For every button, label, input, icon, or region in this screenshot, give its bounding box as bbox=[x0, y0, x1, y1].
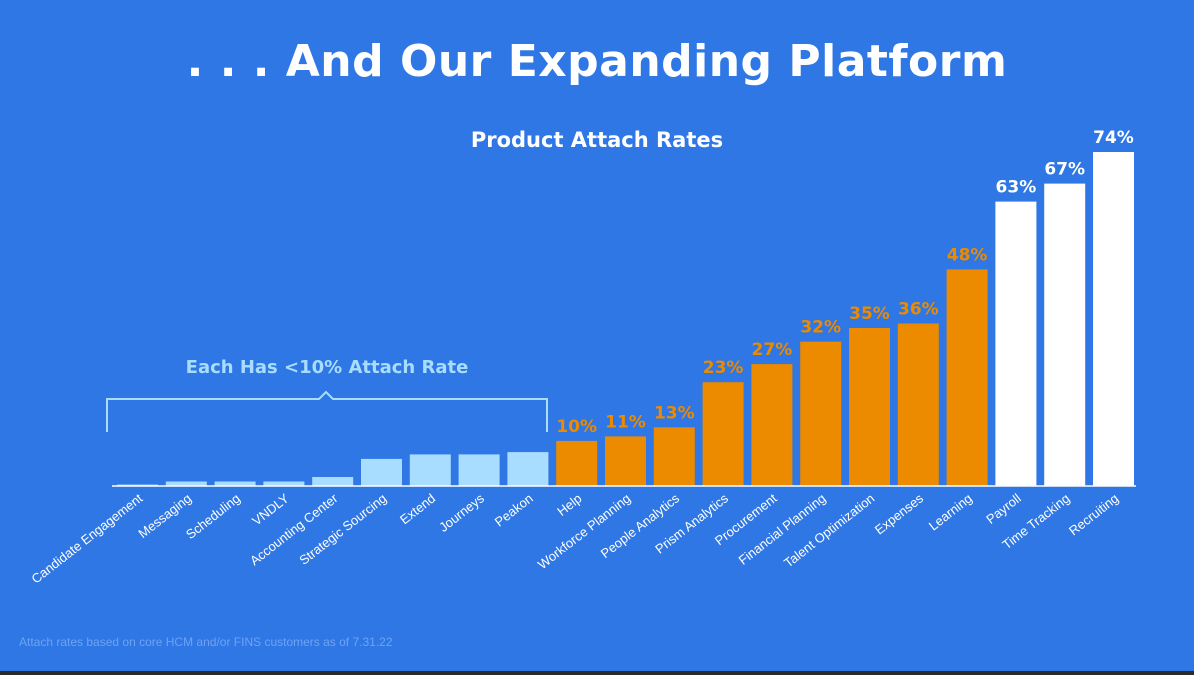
category-label-recruiting: Recruiting bbox=[1066, 491, 1121, 539]
data-label-recruiting: 74% bbox=[1093, 128, 1134, 148]
slide-title: . . . And Our Expanding Platform bbox=[186, 36, 1008, 87]
bar-journeys bbox=[458, 454, 500, 486]
data-label-workforce-planning: 11% bbox=[605, 412, 646, 432]
bar-vndly bbox=[263, 481, 305, 486]
bar-recruiting bbox=[1093, 152, 1134, 486]
category-label-strategic-sourcing: Strategic Sourcing bbox=[296, 491, 389, 568]
category-label-expenses: Expenses bbox=[872, 490, 927, 537]
bracket-annotation bbox=[106, 390, 548, 432]
category-label-scheduling: Scheduling bbox=[183, 491, 243, 542]
bar-scheduling bbox=[214, 481, 256, 486]
data-label-learning: 48% bbox=[947, 245, 988, 265]
category-label-vndly: VNDLY bbox=[249, 490, 292, 528]
data-label-talent-optimization: 35% bbox=[849, 304, 890, 324]
data-label-payroll: 63% bbox=[996, 178, 1037, 198]
bar-prism-analytics bbox=[702, 382, 744, 486]
bar-peakon bbox=[507, 452, 549, 486]
bar-workforce-planning bbox=[605, 436, 646, 486]
data-label-time-tracking: 67% bbox=[1044, 160, 1085, 180]
bar-accounting-center bbox=[312, 477, 354, 486]
data-label-prism-analytics: 23% bbox=[703, 358, 744, 378]
bar-time-tracking bbox=[1044, 183, 1086, 486]
bar-messaging bbox=[165, 481, 207, 486]
category-label-financial-planning: Financial Planning bbox=[736, 491, 829, 568]
bar-procurement bbox=[751, 364, 793, 486]
bar-people-analytics bbox=[653, 427, 695, 486]
bottom-strip bbox=[0, 671, 1194, 675]
data-label-expenses: 36% bbox=[898, 300, 939, 320]
category-label-accounting-center: Accounting Center bbox=[247, 490, 341, 568]
bars-layer bbox=[117, 152, 1134, 486]
bar-help bbox=[556, 440, 598, 486]
bracket-annotation-label: Each Has <10% Attach Rate bbox=[185, 357, 469, 378]
bar-expenses bbox=[897, 323, 939, 486]
data-label-people-analytics: 13% bbox=[654, 403, 695, 423]
data-label-help: 10% bbox=[556, 417, 597, 437]
category-label-learning: Learning bbox=[926, 491, 975, 534]
bar-financial-planning bbox=[800, 341, 842, 486]
bar-talent-optimization bbox=[849, 328, 890, 486]
data-labels-layer: 10% 11% 13% 23% 27% 32% 35% 36% 48% 63% 67% 74% bbox=[556, 128, 1134, 437]
category-label-help: Help bbox=[554, 491, 584, 519]
bar-learning bbox=[946, 269, 988, 486]
bar-payroll bbox=[995, 201, 1037, 486]
bar-extend bbox=[409, 454, 451, 486]
category-label-workforce-planning: Workforce Planning bbox=[535, 491, 633, 573]
data-label-financial-planning: 32% bbox=[800, 318, 841, 338]
category-label-talent-optimization: Talent Optimization bbox=[781, 491, 877, 571]
category-label-extend: Extend bbox=[397, 491, 438, 528]
category-label-peakon: Peakon bbox=[492, 491, 536, 530]
chart-title: Product Attach Rates bbox=[470, 128, 724, 152]
bar-strategic-sourcing bbox=[361, 458, 402, 486]
data-label-procurement: 27% bbox=[752, 340, 793, 360]
category-label-candidate-engagement: Candidate Engagement bbox=[28, 490, 145, 586]
category-label-payroll: Payroll bbox=[983, 490, 1024, 526]
category-label-journeys: Journeys bbox=[436, 490, 487, 535]
footnote: Attach rates based on core HCM and/or FI… bbox=[19, 635, 393, 649]
